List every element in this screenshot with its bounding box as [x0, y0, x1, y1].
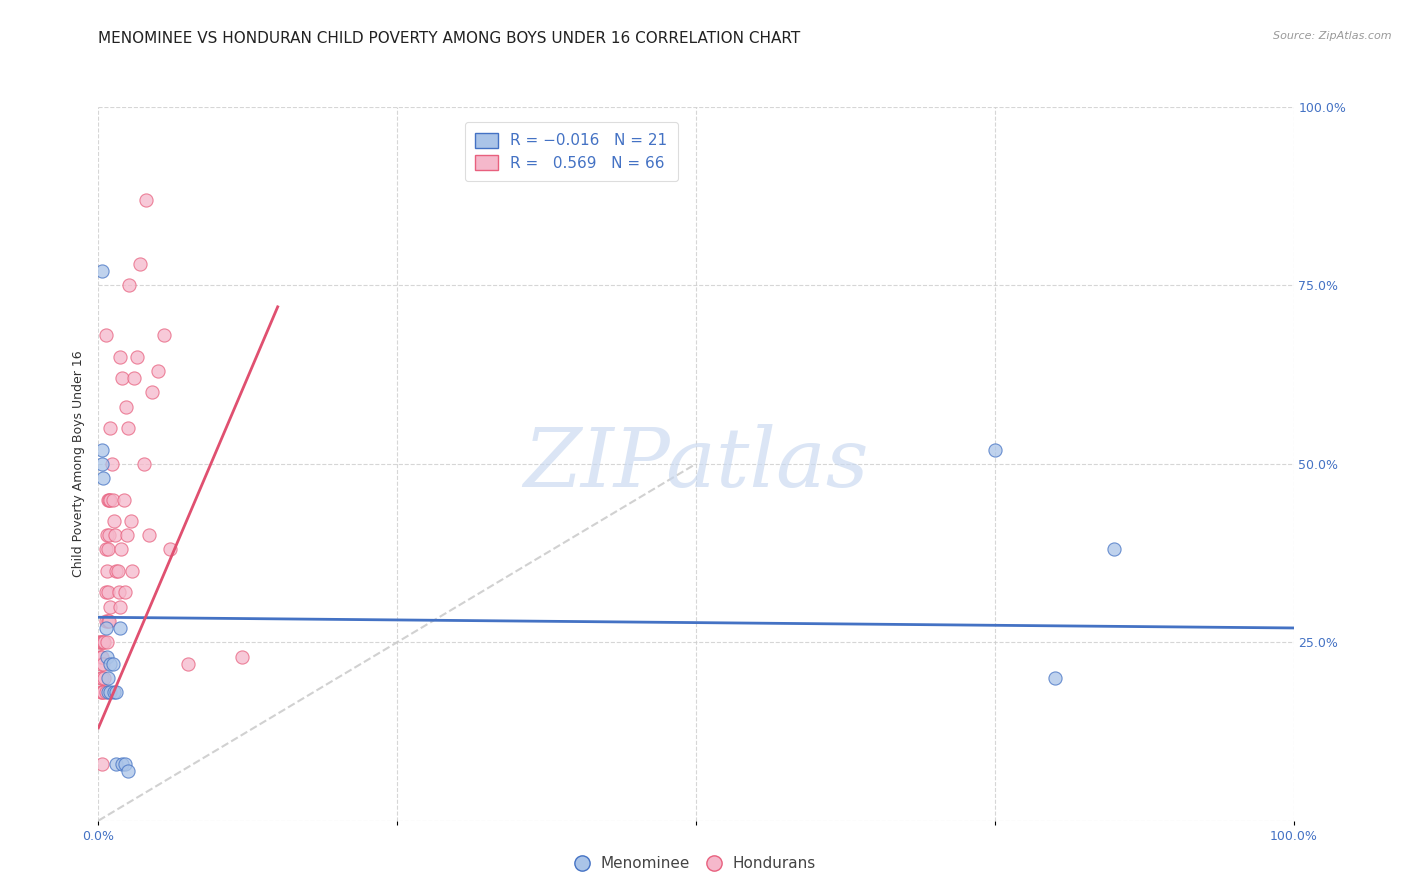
Point	[129, 257, 152, 271]
Point	[90, 649, 112, 664]
Y-axis label: Child Poverty Among Boys Under 16: Child Poverty Among Boys Under 16	[72, 351, 86, 577]
Point	[91, 635, 114, 649]
Point	[91, 264, 114, 278]
Point	[94, 614, 117, 628]
Point	[107, 564, 129, 578]
Point	[94, 585, 117, 599]
Point	[98, 421, 122, 435]
Point	[107, 585, 129, 599]
Text: Source: ZipAtlas.com: Source: ZipAtlas.com	[1274, 31, 1392, 41]
Point	[91, 649, 114, 664]
Point	[91, 671, 114, 685]
Point	[90, 685, 112, 699]
Point	[98, 528, 121, 542]
Point	[103, 514, 125, 528]
Point	[94, 328, 117, 343]
Point	[118, 278, 141, 293]
Point	[101, 492, 124, 507]
Point	[132, 457, 155, 471]
Point	[111, 371, 134, 385]
Point	[110, 542, 132, 557]
Point	[94, 621, 117, 635]
Point	[97, 585, 120, 599]
Point	[984, 442, 1007, 457]
Point	[105, 564, 128, 578]
Point	[98, 657, 122, 671]
Text: ZIPatlas: ZIPatlas	[523, 424, 869, 504]
Point	[100, 457, 122, 471]
Point	[114, 585, 136, 599]
Point	[103, 685, 125, 699]
Point	[108, 621, 131, 635]
Point	[111, 756, 134, 771]
Point	[1043, 671, 1066, 685]
Point	[96, 564, 118, 578]
Point	[141, 385, 163, 400]
Point	[1102, 542, 1125, 557]
Point	[231, 649, 253, 664]
Point	[96, 649, 118, 664]
Point	[98, 685, 122, 699]
Point	[91, 685, 114, 699]
Point	[104, 528, 127, 542]
Point	[89, 649, 111, 664]
Point	[90, 657, 112, 671]
Point	[159, 542, 181, 557]
Point	[114, 756, 136, 771]
Text: MENOMINEE VS HONDURAN CHILD POVERTY AMONG BOYS UNDER 16 CORRELATION CHART: MENOMINEE VS HONDURAN CHILD POVERTY AMON…	[98, 31, 800, 46]
Point	[105, 685, 128, 699]
Point	[108, 350, 131, 364]
Point	[89, 635, 111, 649]
Point	[90, 671, 112, 685]
Point	[117, 421, 139, 435]
Point	[94, 685, 117, 699]
Point	[98, 492, 122, 507]
Point	[117, 764, 139, 778]
Legend: Menominee, Hondurans: Menominee, Hondurans	[569, 850, 823, 877]
Point	[93, 671, 115, 685]
Point	[115, 528, 138, 542]
Point	[153, 328, 176, 343]
Point	[93, 635, 115, 649]
Point	[101, 657, 124, 671]
Point	[98, 614, 121, 628]
Point	[91, 635, 114, 649]
Point	[115, 400, 138, 414]
Point	[91, 471, 114, 485]
Point	[108, 599, 131, 614]
Point	[96, 635, 118, 649]
Point	[120, 514, 142, 528]
Point	[97, 685, 120, 699]
Point	[138, 528, 160, 542]
Point	[135, 193, 157, 207]
Point	[97, 671, 120, 685]
Point	[125, 350, 148, 364]
Point	[91, 442, 114, 457]
Point	[124, 371, 146, 385]
Point	[148, 364, 170, 378]
Point	[91, 685, 114, 699]
Point	[105, 756, 128, 771]
Point	[98, 599, 122, 614]
Point	[97, 542, 120, 557]
Point	[98, 492, 121, 507]
Point	[91, 756, 114, 771]
Point	[91, 657, 114, 671]
Point	[112, 492, 135, 507]
Point	[97, 614, 120, 628]
Point	[96, 528, 118, 542]
Point	[121, 564, 143, 578]
Point	[97, 492, 120, 507]
Point	[177, 657, 200, 671]
Point	[94, 542, 117, 557]
Point	[89, 635, 111, 649]
Point	[91, 457, 114, 471]
